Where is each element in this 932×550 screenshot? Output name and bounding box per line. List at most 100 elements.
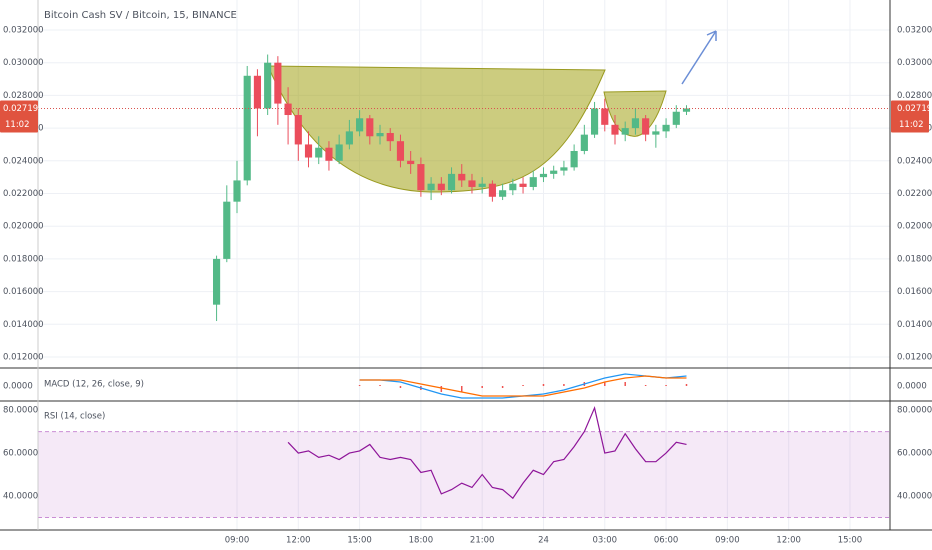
candle-body bbox=[274, 62, 282, 104]
y-tick-label-left: 0.030000 bbox=[3, 58, 44, 68]
candle-body bbox=[396, 141, 405, 161]
cup-shape bbox=[267, 65, 606, 193]
rsi-legend: RSI (14, close) bbox=[44, 412, 105, 422]
candle-body bbox=[294, 115, 302, 145]
candle-body bbox=[580, 134, 588, 151]
candle-body bbox=[417, 164, 425, 191]
y-tick-label-left: 0.016000 bbox=[3, 287, 44, 297]
candle-body bbox=[621, 128, 629, 135]
x-tick-label: 12:00 bbox=[776, 536, 801, 546]
candle-body bbox=[468, 180, 476, 187]
x-tick-label: 15:00 bbox=[347, 536, 372, 546]
labels: 09:00 12:00 15:00 18:00 21:00 24 03:00 06:00 09:… bbox=[0, 26, 932, 546]
candle-body bbox=[427, 183, 435, 191]
y-tick-label: 0.030000 bbox=[897, 58, 932, 68]
candle-body bbox=[590, 108, 599, 135]
candle-body bbox=[601, 108, 609, 125]
candle-body bbox=[447, 173, 456, 191]
candle-body bbox=[366, 118, 374, 137]
y-tick-label-left: 80.0000 bbox=[3, 406, 38, 416]
candle-body bbox=[223, 201, 231, 259]
series-line bbox=[287, 406, 687, 500]
y-tick-label: 80.0000 bbox=[897, 406, 932, 416]
candle-body bbox=[631, 118, 639, 129]
candle-body bbox=[672, 111, 680, 125]
y-tick-label-left: 0.028000 bbox=[3, 91, 44, 101]
candle-body bbox=[345, 131, 353, 145]
candle-body bbox=[243, 75, 251, 181]
candle-body bbox=[509, 183, 517, 191]
x-tick-label: 12:00 bbox=[286, 536, 311, 546]
y-tick-label-left: 0.014000 bbox=[3, 320, 44, 330]
candle-body bbox=[539, 173, 548, 178]
candle-body bbox=[560, 167, 568, 171]
y-tick-label-left: 0.020000 bbox=[3, 222, 44, 232]
candle-body bbox=[253, 75, 262, 109]
y-tick-label-left: 0.0000 bbox=[3, 382, 33, 392]
countdown-label: 11:02 bbox=[899, 120, 924, 130]
y-tick-label: 0.028000 bbox=[897, 91, 932, 101]
candle-body bbox=[304, 144, 313, 158]
price-badge bbox=[891, 100, 929, 133]
candle-body bbox=[437, 183, 445, 191]
y-tick-label-left: 0.018000 bbox=[3, 254, 44, 264]
candle-body bbox=[212, 258, 221, 305]
x-tick-label: 15:00 bbox=[838, 536, 863, 546]
candle-body bbox=[264, 62, 272, 109]
arrow-head bbox=[706, 30, 717, 41]
macd-legend: MACD (12, 26, close, 9) bbox=[44, 380, 144, 390]
y-tick-label: 0.014000 bbox=[897, 320, 932, 330]
grid-layer bbox=[38, 0, 890, 530]
candle-body bbox=[642, 118, 650, 135]
candle-body bbox=[529, 177, 537, 187]
candle-body bbox=[315, 147, 323, 158]
candle-body bbox=[407, 160, 415, 165]
candle-body bbox=[570, 150, 578, 168]
candle-body bbox=[335, 144, 343, 161]
candle-body bbox=[499, 190, 507, 197]
rsi-band bbox=[38, 431, 890, 518]
candle-body bbox=[682, 108, 691, 112]
candle-body bbox=[662, 124, 670, 132]
x-tick-label: 18:00 bbox=[409, 536, 434, 546]
candle-body bbox=[652, 131, 660, 135]
candle-body bbox=[284, 103, 292, 116]
series-line bbox=[359, 375, 687, 397]
y-tick-label: 0.024000 bbox=[897, 156, 932, 166]
last-price-label: 0.027198 bbox=[3, 104, 44, 114]
y-tick-label: 0.022000 bbox=[897, 189, 932, 199]
candle-body bbox=[376, 133, 384, 137]
x-tick-label: 03:00 bbox=[593, 536, 618, 546]
candle-body bbox=[478, 183, 486, 187]
candle-body bbox=[233, 180, 241, 202]
price-badge bbox=[0, 100, 38, 133]
y-tick-label-left: 0.012000 bbox=[3, 352, 44, 362]
y-tick-label-left: 60.0000 bbox=[3, 449, 38, 459]
y-tick-label-left: 0.032000 bbox=[3, 26, 44, 36]
x-tick-label: 09:00 bbox=[225, 536, 250, 546]
chart-title: Bitcoin Cash SV / Bitcoin, 15, BINANCE bbox=[44, 10, 237, 21]
candle-body bbox=[386, 133, 394, 142]
y-tick-label: 0.020000 bbox=[897, 222, 932, 232]
y-tick-label-left: 40.0000 bbox=[3, 492, 38, 502]
x-tick-label: 24 bbox=[538, 536, 549, 546]
y-tick-label: 0.018000 bbox=[897, 254, 932, 264]
y-tick-label: 40.0000 bbox=[897, 492, 932, 502]
candle-body bbox=[488, 183, 496, 197]
y-tick-label: 0.032000 bbox=[897, 26, 932, 36]
y-tick-label: 0.0000 bbox=[897, 382, 927, 392]
y-tick-label-left: 0.024000 bbox=[3, 156, 44, 166]
candle-body bbox=[550, 170, 558, 174]
x-tick-label: 09:00 bbox=[715, 536, 740, 546]
candle-body bbox=[611, 124, 619, 135]
candle-body bbox=[519, 183, 527, 187]
candle-body bbox=[458, 173, 466, 181]
x-tick-label: 21:00 bbox=[470, 536, 495, 546]
y-tick-label: 60.0000 bbox=[897, 449, 932, 459]
last-price-label: 0.027198 bbox=[897, 104, 932, 114]
countdown-label: 11:02 bbox=[5, 120, 30, 130]
y-tick-label-left: 0.022000 bbox=[3, 189, 44, 199]
y-tick-label: 0.012000 bbox=[897, 352, 932, 362]
candle-body bbox=[325, 147, 333, 161]
